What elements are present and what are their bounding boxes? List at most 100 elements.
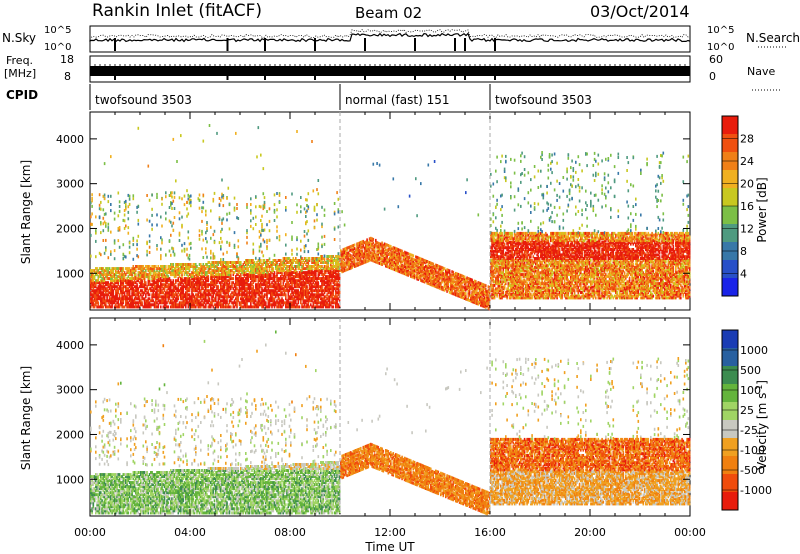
data-cell [98, 273, 101, 277]
data-cell [271, 303, 273, 307]
data-cell [196, 295, 198, 299]
data-cell [232, 265, 235, 268]
data-cell [337, 255, 340, 258]
data-cell [228, 295, 231, 299]
data-cell [168, 287, 171, 291]
data-cell [98, 297, 101, 301]
data-cell [201, 293, 203, 297]
data-cell [262, 207, 265, 211]
data-cell [253, 273, 256, 277]
data-cell [153, 267, 156, 271]
data-cell [185, 287, 187, 291]
data-cell [185, 267, 187, 271]
data-cell [283, 257, 286, 260]
data-cell [261, 289, 263, 293]
data-cell [316, 263, 318, 266]
data-cell [291, 237, 293, 241]
data-cell [273, 279, 276, 283]
data-cell [306, 285, 308, 289]
data-cell [260, 233, 262, 237]
data-cell [178, 289, 181, 293]
data-cell [163, 279, 166, 283]
data-cell [258, 301, 261, 305]
data-cell [137, 234, 140, 238]
data-cell [125, 203, 127, 207]
data-cell [246, 277, 248, 281]
data-cell [166, 279, 168, 283]
data-cell [342, 248, 345, 252]
data-cell [90, 269, 92, 273]
data-cell [98, 305, 101, 309]
data-cell [287, 283, 290, 287]
data-cell [216, 293, 218, 297]
data-cell [221, 221, 223, 225]
data-cell [293, 269, 296, 273]
data-cell [328, 271, 331, 275]
data-cell [307, 291, 310, 295]
data-cell [328, 297, 331, 301]
data-cell [121, 269, 123, 273]
data-cell [183, 293, 186, 297]
data-cell [236, 269, 238, 273]
data-cell [190, 275, 192, 279]
data-cell [140, 299, 142, 303]
data-cell [392, 177, 395, 181]
data-cell [256, 265, 258, 268]
data-cell [145, 303, 147, 307]
data-cell [336, 283, 338, 287]
data-cell [128, 277, 131, 281]
data-cell [230, 265, 232, 268]
data-cell [195, 299, 197, 303]
data-cell [216, 305, 218, 309]
data-cell [171, 207, 173, 210]
data-cell [95, 303, 97, 307]
data-cell [198, 267, 201, 271]
data-cell [96, 279, 98, 283]
data-cell [143, 267, 146, 271]
data-cell [213, 297, 216, 301]
data-cell [261, 271, 263, 275]
data-cell [165, 281, 167, 285]
data-cell [190, 246, 192, 250]
data-cell [91, 279, 93, 283]
data-cell [167, 275, 170, 279]
data-cell [190, 299, 192, 303]
data-cell [115, 291, 117, 295]
data-cell [245, 289, 247, 293]
data-cell [260, 219, 262, 222]
data-cell [275, 285, 277, 289]
data-cell [308, 299, 311, 303]
data-cell [248, 285, 251, 289]
data-cell [268, 219, 271, 223]
data-cell [193, 271, 196, 275]
data-cell [252, 305, 255, 309]
data-cell [165, 275, 167, 279]
data-cell [303, 283, 306, 287]
data-cell [210, 281, 212, 285]
data-cell [291, 277, 293, 281]
data-cell [301, 275, 303, 279]
data-cell [192, 285, 195, 289]
data-cell [101, 297, 103, 301]
data-cell [217, 273, 220, 277]
data-cell [137, 218, 140, 222]
data-cell [117, 214, 120, 218]
data-cell [253, 261, 256, 264]
data-cell [205, 289, 207, 293]
data-cell [340, 254, 342, 258]
data-cell [320, 297, 322, 301]
data-cell [258, 267, 261, 271]
data-cell [148, 305, 151, 309]
data-cell [140, 303, 142, 307]
data-cell [188, 198, 191, 202]
data-cell [177, 267, 180, 271]
data-cell [121, 267, 123, 271]
data-cell [240, 263, 242, 266]
noise-left-tick-bottom: 10^0 [44, 42, 71, 53]
data-cell [222, 269, 225, 273]
data-cell [203, 299, 206, 303]
data-cell [270, 271, 272, 275]
data-cell [303, 234, 306, 238]
data-cell [233, 246, 236, 249]
data-cell [128, 303, 131, 307]
